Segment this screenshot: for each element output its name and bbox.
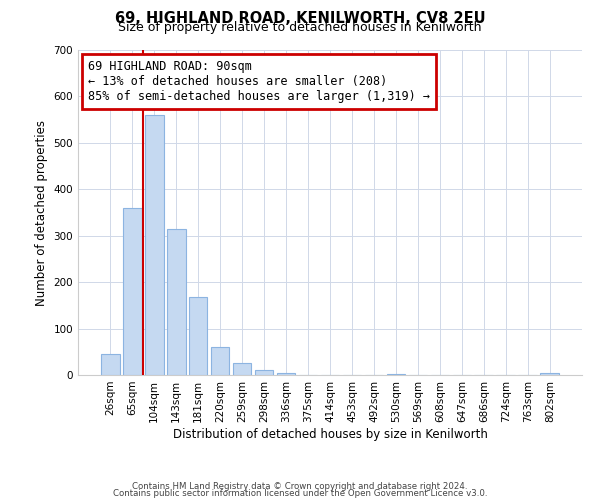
Y-axis label: Number of detached properties: Number of detached properties xyxy=(35,120,48,306)
Text: 69 HIGHLAND ROAD: 90sqm
← 13% of detached houses are smaller (208)
85% of semi-d: 69 HIGHLAND ROAD: 90sqm ← 13% of detache… xyxy=(88,60,430,103)
Bar xyxy=(233,364,251,375)
Bar xyxy=(101,354,119,375)
Text: Size of property relative to detached houses in Kenilworth: Size of property relative to detached ho… xyxy=(118,21,482,34)
Text: 69, HIGHLAND ROAD, KENILWORTH, CV8 2EU: 69, HIGHLAND ROAD, KENILWORTH, CV8 2EU xyxy=(115,11,485,26)
Bar xyxy=(145,115,164,375)
Bar xyxy=(189,297,208,375)
Bar xyxy=(386,374,405,375)
Text: Contains HM Land Registry data © Crown copyright and database right 2024.: Contains HM Land Registry data © Crown c… xyxy=(132,482,468,491)
Bar xyxy=(211,347,229,375)
Text: Contains public sector information licensed under the Open Government Licence v3: Contains public sector information licen… xyxy=(113,489,487,498)
Bar xyxy=(277,373,295,375)
Bar xyxy=(255,370,274,375)
Bar xyxy=(167,229,185,375)
Bar xyxy=(541,373,559,375)
X-axis label: Distribution of detached houses by size in Kenilworth: Distribution of detached houses by size … xyxy=(173,428,487,440)
Bar xyxy=(123,208,142,375)
